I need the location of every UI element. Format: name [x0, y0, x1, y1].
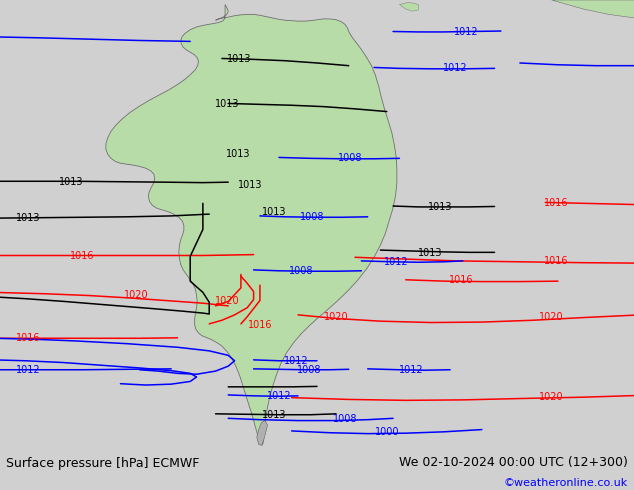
Text: 1000: 1000: [375, 427, 399, 437]
Text: 1013: 1013: [59, 177, 83, 187]
Text: 1020: 1020: [540, 392, 564, 402]
Text: 1008: 1008: [333, 414, 358, 424]
Text: 1016: 1016: [545, 198, 569, 208]
Text: 1020: 1020: [124, 290, 148, 299]
Polygon shape: [399, 2, 418, 11]
Text: 1012: 1012: [285, 356, 309, 366]
Text: 1016: 1016: [70, 251, 94, 261]
Text: 1012: 1012: [454, 27, 478, 37]
Text: 1016: 1016: [545, 256, 569, 266]
Text: 1012: 1012: [384, 257, 408, 267]
Text: 1020: 1020: [215, 296, 239, 306]
Text: 1013: 1013: [226, 149, 250, 159]
Text: Surface pressure [hPa] ECMWF: Surface pressure [hPa] ECMWF: [6, 457, 200, 470]
Text: 1020: 1020: [540, 312, 564, 322]
Text: 1012: 1012: [267, 391, 291, 401]
Text: 1008: 1008: [297, 365, 321, 375]
Text: 1013: 1013: [215, 99, 239, 109]
Text: 1013: 1013: [262, 207, 286, 218]
Text: 1013: 1013: [418, 248, 442, 258]
Polygon shape: [552, 0, 634, 18]
Text: 1013: 1013: [262, 410, 286, 420]
Text: 1012: 1012: [16, 365, 41, 375]
Text: 1012: 1012: [443, 63, 467, 74]
Text: 1013: 1013: [429, 202, 453, 212]
Text: 1013: 1013: [238, 180, 262, 190]
Polygon shape: [257, 420, 268, 445]
Text: We 02-10-2024 00:00 UTC (12+300): We 02-10-2024 00:00 UTC (12+300): [399, 456, 628, 469]
Text: 1008: 1008: [338, 153, 362, 163]
Text: 1008: 1008: [300, 212, 324, 222]
Text: 1016: 1016: [248, 320, 272, 330]
Text: ©weatheronline.co.uk: ©weatheronline.co.uk: [503, 478, 628, 488]
Text: 1016: 1016: [16, 333, 41, 343]
Text: 1020: 1020: [324, 312, 348, 322]
Text: 1008: 1008: [289, 266, 313, 276]
Polygon shape: [106, 4, 397, 445]
Text: 1013: 1013: [16, 213, 41, 223]
Text: 1013: 1013: [228, 54, 252, 64]
Text: 1012: 1012: [399, 365, 423, 375]
Text: 1016: 1016: [450, 275, 474, 285]
